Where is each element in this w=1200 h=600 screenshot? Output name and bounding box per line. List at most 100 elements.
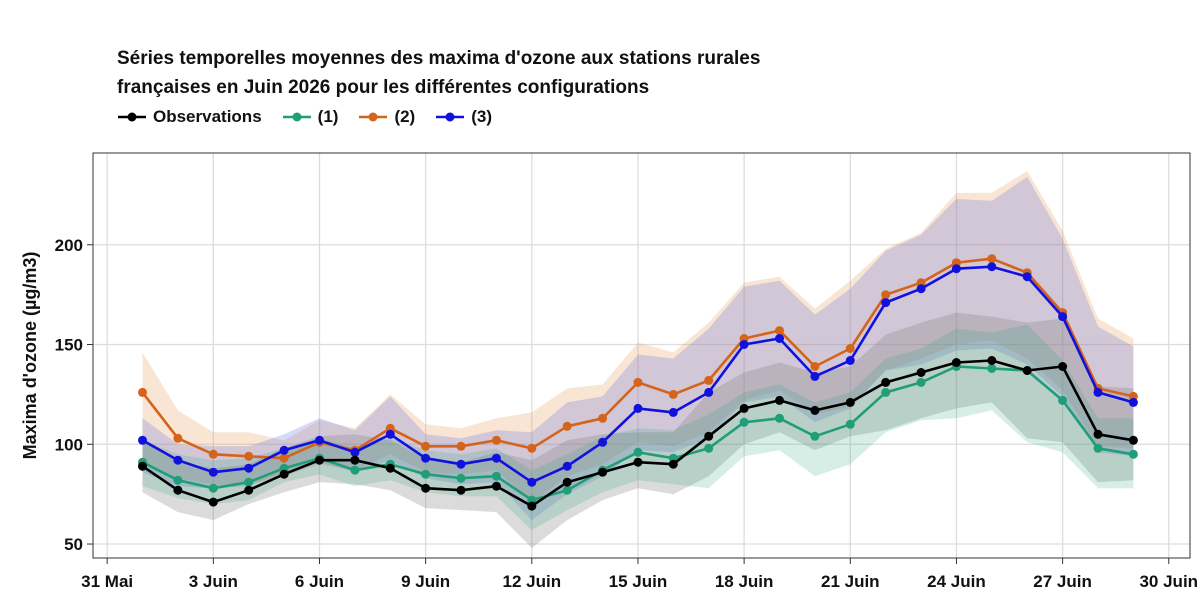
chart-title: Séries temporelles moyennes des maxima d…: [117, 44, 877, 102]
data-point-config-1: [1093, 443, 1103, 453]
data-point-config-3: [350, 447, 360, 457]
data-point-config-2: [421, 441, 431, 451]
data-point-config-3: [138, 435, 147, 445]
data-point-config-3: [491, 453, 501, 463]
data-point-config-2: [704, 375, 714, 385]
data-point-observations: [916, 368, 926, 377]
band-config-1: [142, 324, 1134, 531]
data-point-config-1: [173, 475, 183, 485]
data-point-config-2: [491, 435, 501, 445]
data-point-observations: [456, 485, 466, 495]
data-point-config-3: [633, 403, 643, 413]
legend-item-config-1[interactable]: (1): [282, 107, 339, 127]
data-point-config-2: [456, 441, 466, 451]
band-config-2: [142, 171, 1134, 503]
data-point-config-3: [1093, 387, 1103, 397]
data-point-observations: [244, 485, 254, 495]
data-point-observations: [421, 483, 431, 493]
data-point-config-1: [739, 417, 749, 427]
data-point-config-2: [668, 389, 678, 399]
x-tick-label: 24 Juin: [927, 572, 986, 591]
data-point-config-3: [775, 334, 784, 343]
y-tick-label: 50: [64, 535, 83, 554]
data-point-config-1: [491, 471, 501, 481]
data-point-config-3: [739, 340, 749, 349]
data-point-config-3: [208, 467, 218, 477]
data-point-config-2: [633, 377, 643, 387]
data-point-config-2: [138, 387, 147, 397]
data-point-config-3: [951, 264, 961, 274]
data-point-config-3: [315, 435, 324, 445]
data-point-config-3: [987, 262, 997, 272]
data-point-observations: [739, 403, 749, 413]
data-point-config-3: [244, 463, 254, 473]
data-point-observations: [704, 431, 714, 441]
data-point-config-1: [208, 483, 218, 493]
data-point-config-1: [987, 364, 997, 373]
data-point-config-3: [279, 445, 289, 455]
data-point-observations: [491, 481, 501, 491]
data-point-observations: [633, 457, 643, 467]
x-tick-label: 6 Juin: [295, 572, 344, 591]
data-point-observations: [598, 467, 608, 477]
data-point-config-3: [598, 437, 608, 447]
data-point-observations: [987, 356, 997, 365]
data-point-config-2: [527, 443, 537, 453]
data-point-config-2: [987, 254, 997, 264]
data-point-observations: [810, 405, 820, 415]
chart-title-line-2: françaises en Juin 2026 pour les différe…: [117, 77, 650, 98]
data-point-config-3: [562, 461, 572, 471]
legend-label-config-3: (3): [471, 107, 492, 126]
y-tick-label: 100: [55, 435, 83, 454]
data-point-config-2: [598, 413, 608, 423]
series-config-3: [138, 262, 1138, 487]
series-observations: [138, 356, 1138, 511]
data-point-config-3: [1022, 272, 1032, 282]
legend-item-config-3[interactable]: (3): [435, 107, 492, 127]
data-point-config-2: [775, 326, 784, 336]
data-point-observations: [1022, 366, 1032, 375]
legend-item-observations[interactable]: Observations: [117, 107, 262, 127]
data-point-config-3: [845, 356, 855, 365]
data-point-observations: [845, 397, 855, 407]
chart-legend: Observations (1) (2) (3): [117, 107, 512, 127]
data-point-observations: [173, 485, 183, 495]
plot-frame: [92, 152, 1191, 559]
data-point-config-1: [1058, 395, 1068, 405]
data-point-observations: [385, 463, 395, 473]
x-tick-label: 30 Juin: [1139, 572, 1198, 591]
data-point-config-1: [881, 387, 891, 397]
legend-label-observations: Observations: [153, 107, 262, 126]
data-point-observations: [138, 461, 147, 471]
data-point-observations: [1058, 362, 1068, 371]
legend-label-config-1: (1): [317, 107, 339, 126]
data-point-config-3: [456, 459, 466, 469]
data-point-config-3: [668, 407, 678, 417]
data-point-config-2: [173, 433, 183, 443]
data-point-config-1: [775, 413, 784, 423]
data-point-config-3: [704, 387, 714, 397]
data-point-config-2: [244, 451, 254, 461]
data-point-observations: [951, 358, 961, 367]
data-point-observations: [775, 395, 784, 405]
data-point-observations: [1128, 435, 1138, 445]
data-point-config-1: [633, 447, 643, 457]
data-point-config-3: [810, 371, 820, 381]
x-tick-label: 27 Juin: [1033, 572, 1092, 591]
data-point-config-2: [845, 344, 855, 353]
legend-label-config-2: (2): [394, 107, 416, 126]
data-point-config-3: [173, 455, 183, 465]
data-point-config-1: [244, 477, 254, 487]
data-point-config-3: [1058, 312, 1068, 322]
data-point-config-2: [279, 453, 289, 463]
chart-title-line-1: Séries temporelles moyennes des maxima d…: [117, 48, 761, 69]
data-point-config-1: [562, 485, 572, 495]
y-tick-label: 200: [55, 236, 83, 255]
y-axis-label: Maxima d'ozone (µg/m3): [20, 252, 40, 460]
legend-swatch-observations: [118, 112, 146, 122]
data-point-config-2: [208, 449, 218, 459]
data-point-config-1: [350, 465, 360, 475]
y-tick-label: 150: [55, 336, 83, 355]
legend-item-config-2[interactable]: (2): [358, 107, 415, 127]
data-point-observations: [315, 455, 324, 465]
